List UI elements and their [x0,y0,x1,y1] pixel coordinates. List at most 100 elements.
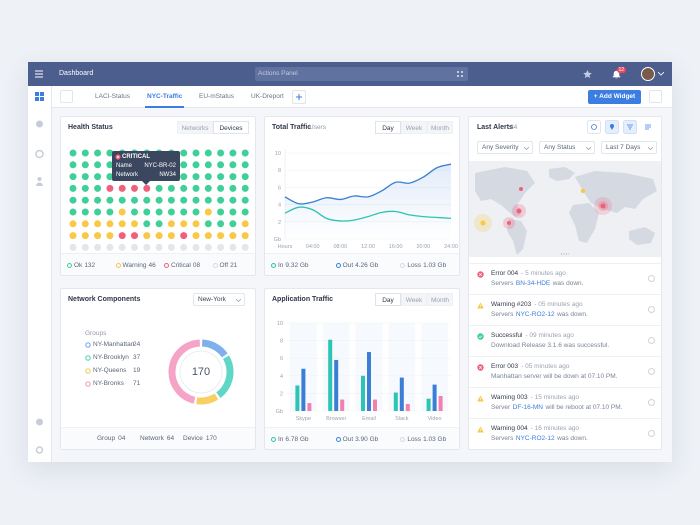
chevron[interactable] [658,72,664,76]
status-dot [81,196,89,204]
line-series [284,206,452,222]
tab[interactable]: LACI-Status [95,93,131,100]
group-count: 19 [133,367,141,374]
alert-radio[interactable] [648,275,655,282]
alert-item[interactable]: Warning 004- 16 minutes ago Servers NYC-RO… [469,418,661,449]
stat-label: Device [183,435,203,442]
alert-item[interactable]: Successful - 09 minutes ago Download Relea… [469,325,661,356]
alert-link[interactable]: NYC-RO2-12 [515,311,555,318]
alert-item[interactable]: Warning #203- 05 minutes ago Servers NYC-R… [469,294,661,325]
status-dot [204,184,212,192]
more-button[interactable] [649,90,662,103]
filter-select[interactable]: Any Status [539,141,595,154]
status-dot [94,196,102,204]
add-widget-button[interactable]: + Add Widget [588,90,641,104]
y-tick-label: 10 [275,151,281,157]
tab[interactable]: UK-Dreport [251,93,284,100]
y-tick-label: 10 [277,321,283,327]
nav-config[interactable] [35,446,44,454]
status-dot [69,208,77,216]
toggle-option[interactable]: Day [375,293,401,306]
bar [432,384,437,411]
toggle-option[interactable]: Week [401,293,427,306]
tooltip: CRITICAL Name NYC-BR-02 Network NW34 [112,151,180,185]
status-dot [118,243,126,251]
status-dot [94,232,102,240]
toggle-option[interactable]: Devices [213,121,249,134]
status-dot [180,161,188,169]
search-box[interactable]: Actions Panel [255,67,468,81]
network-card: Network Components New-York Groups Group… [60,288,256,450]
status-dot [118,220,126,228]
alert-radio[interactable] [648,399,655,406]
y-tick-label: 8 [280,339,283,345]
tab[interactable]: EU-mStatus [199,93,235,100]
alert-link[interactable]: DF-16-MN [512,404,543,411]
filter-select[interactable]: Any Severity [477,141,533,154]
avatar[interactable] [641,67,655,81]
status-dot [131,243,138,251]
legend-value: 4.26 Gb [355,261,379,269]
status-dot [217,149,225,157]
toggle-option[interactable]: Day [375,121,401,134]
alert-radio[interactable] [648,306,655,313]
status-dot [106,220,114,228]
filter-select[interactable]: Last 7 Days [601,141,657,154]
y-tick-label: 6 [278,185,281,191]
status-dot [180,243,188,251]
toggle-option[interactable]: Month [427,293,453,306]
add-tab-button[interactable] [292,90,306,104]
menu-icon[interactable] [34,69,44,79]
status-dot [131,196,138,204]
status-dot [118,232,126,240]
alert-title: Warning #203 [491,301,532,308]
x-tick-label: 20:00 [416,244,430,250]
filter-button[interactable] [60,90,73,103]
status-dot [217,161,225,169]
toggle-option[interactable]: Networks [177,121,213,134]
nav-globe[interactable] [36,120,43,128]
tab-underline [145,106,184,108]
alert-link[interactable]: NYC-RO2-12 [515,435,555,442]
nav-dashboard[interactable] [35,92,44,101]
x-tick-label: Video [428,416,442,422]
legend-item: In 6.78 Gb [271,435,309,443]
legend-item: Loss 1.03 Gb [400,261,446,269]
status-dot [94,149,102,157]
legend-label: Out [342,261,354,269]
legend-swatch [400,262,406,268]
legend-swatch [271,436,276,442]
alert-radio[interactable] [648,430,655,437]
refresh-button[interactable] [587,120,601,134]
star-icon[interactable] [583,70,592,79]
status-dot [204,220,212,228]
toggle-option[interactable]: Month [427,121,453,134]
nav-settings[interactable] [35,149,44,159]
alert-title: Error 004 [491,270,519,277]
alert-item[interactable]: Error 003- 05 minutes ago Manhattan serve… [469,356,661,387]
donut-segment [196,393,219,405]
alert-link[interactable]: BN-34-HDE [515,280,551,287]
bar [307,403,312,411]
city-select[interactable]: New-York [193,293,245,306]
card-footer: Ok 132 Warning 46 Critical 08 Off 21 [61,253,255,275]
status-dot [229,173,237,181]
legend-label: Loss [407,435,422,443]
legend-value: 9.32 Gb [285,261,309,269]
tab[interactable]: NYC-Traffic [147,93,183,100]
nav-user[interactable] [36,177,43,186]
status-dot [217,232,225,240]
legend-item: Off 21 [212,261,237,269]
alert-item[interactable]: Warning 003- 15 minutes ago Server DF-16-M… [469,387,661,418]
status-dot [241,196,249,204]
alert-text: Download Release 3.1.6 was successful. [491,342,609,350]
alert-radio[interactable] [648,337,655,344]
status-dot [204,208,212,216]
search-placeholder: Actions Panel [258,70,298,77]
alert-radio[interactable] [648,368,655,375]
nav-help[interactable] [36,418,43,426]
toggle-option[interactable]: Week [401,121,427,134]
bar [334,359,339,411]
alert-time: - 09 minutes ago [525,332,574,339]
alert-item[interactable]: Error 004- 5 minutes ago Servers BN-34-HDE… [469,263,661,294]
